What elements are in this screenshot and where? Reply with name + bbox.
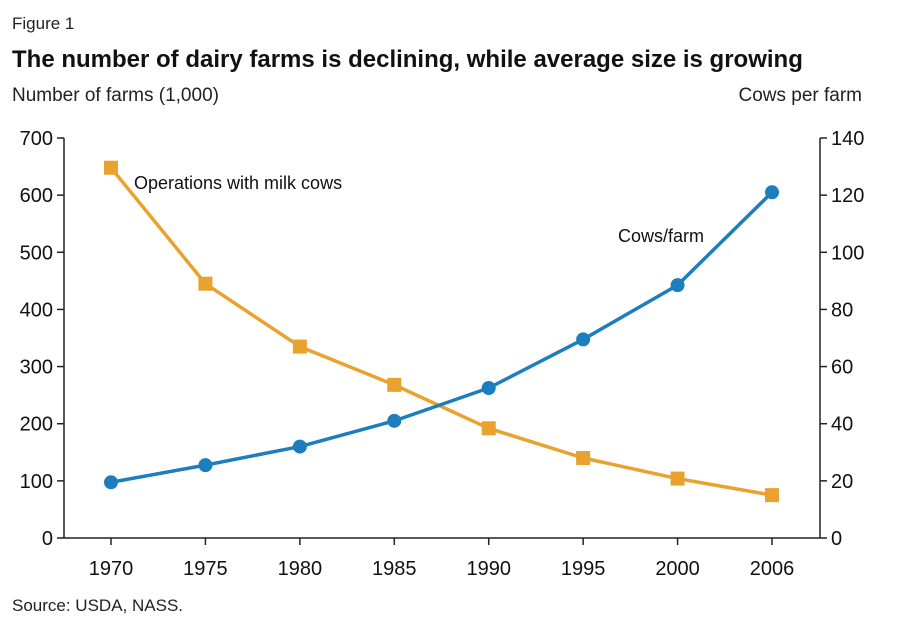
operations-point [104,160,118,175]
operations-point [481,421,496,436]
left-tick-label: 600 [20,185,53,207]
x-tick-label: 1970 [89,558,134,580]
x-tick-label: 2006 [750,558,795,580]
chart-title: The number of dairy farms is declining, … [12,46,803,73]
left-tick-label: 200 [20,414,53,436]
left-tick-label: 700 [20,128,53,150]
operations-point [576,451,591,465]
cows-per-farm-line [109,190,774,485]
cows-per-farm-point [387,413,402,428]
operations-line [109,165,774,497]
right-tick-label: 140 [831,128,864,150]
cows-per-farm-point [104,475,118,490]
x-tick-label: 1995 [561,558,606,580]
x-tick-label: 2000 [655,558,700,580]
right-tick-label: 20 [831,471,853,493]
cows-per-farm-point [670,278,685,293]
operations-point [670,471,685,486]
x-tick-label: 1985 [372,558,417,580]
cows-per-farm-point [576,332,591,347]
cows-per-farm-point [198,458,213,473]
right-tick-label: 60 [831,357,853,379]
left-tick-label: 300 [20,357,53,379]
right-tick-label: 0 [831,528,842,550]
cows-per-farm-point [481,381,496,395]
left-tick-label: 400 [20,299,53,321]
x-tick-label: 1975 [183,558,228,580]
operations-point [198,276,213,291]
source-note: Source: USDA, NASS. [12,596,184,615]
right-axis-title: Cows per farm [738,85,862,106]
operations-point [292,339,307,354]
operations-point [765,488,779,503]
left-axis-title: Number of farms (1,000) [12,85,219,106]
left-tick-label: 100 [20,471,53,493]
left-tick-label: 0 [42,528,53,550]
cows-per-farm-series-label: Cows/farm [618,226,704,246]
right-tick-label: 40 [831,414,853,436]
right-tick-label: 120 [831,185,864,207]
cows-per-farm-point [765,185,779,200]
left-tick-label: 500 [20,242,53,264]
right-tick-label: 80 [831,299,853,321]
series-layer [104,160,779,503]
operations-series-label: Operations with milk cows [134,173,342,193]
labels-layer: Operations with milk cows Cows/farm [134,173,704,246]
x-tick-label: 1980 [278,558,323,580]
figure-label: Figure 1 [12,14,75,33]
cows-per-farm-point [292,439,307,454]
axes-layer: 0 100 200 300 400 500 600 700 0 20 40 60 80 100 120 140… [20,128,865,580]
operations-point [387,377,402,392]
right-tick-label: 100 [831,242,864,264]
x-tick-label: 1990 [466,558,511,580]
